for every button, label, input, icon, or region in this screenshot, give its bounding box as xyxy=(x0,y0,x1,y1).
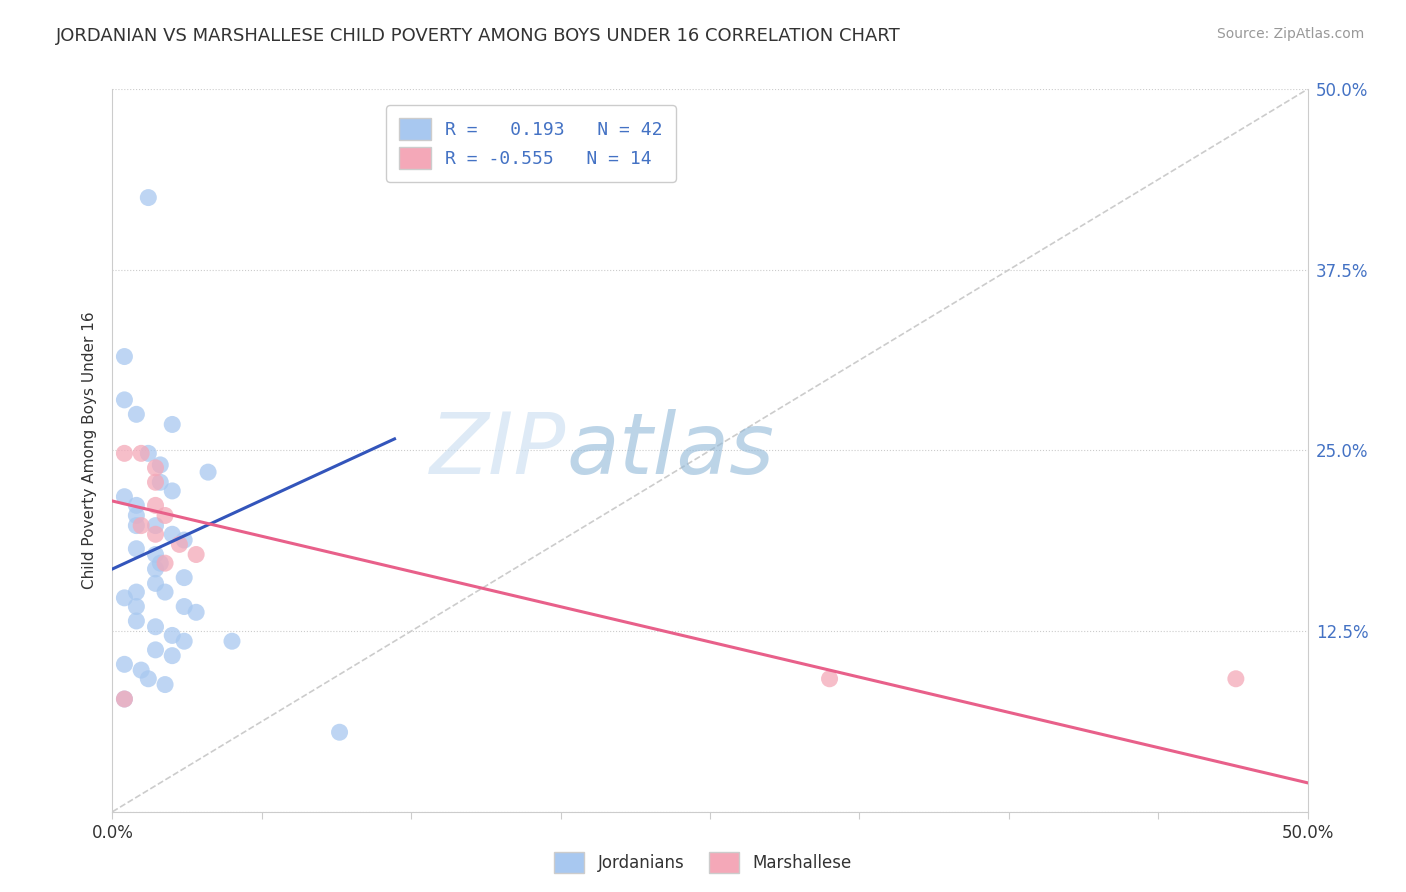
Point xyxy=(145,499,167,513)
Point xyxy=(138,672,160,686)
Point xyxy=(149,556,172,570)
Text: ZIP: ZIP xyxy=(430,409,567,492)
Point xyxy=(114,692,135,706)
Point xyxy=(173,634,195,648)
Point xyxy=(169,537,191,551)
Point xyxy=(153,677,176,691)
Point xyxy=(186,548,208,562)
Point xyxy=(145,576,167,591)
Point xyxy=(173,533,195,547)
Point xyxy=(153,556,176,570)
Point xyxy=(145,562,167,576)
Point xyxy=(114,350,135,364)
Point xyxy=(145,460,167,475)
Point xyxy=(114,692,135,706)
Point xyxy=(138,446,160,460)
Point xyxy=(145,475,167,490)
Point xyxy=(173,599,195,614)
Text: atlas: atlas xyxy=(567,409,775,492)
Point xyxy=(145,527,167,541)
Text: Source: ZipAtlas.com: Source: ZipAtlas.com xyxy=(1216,27,1364,41)
Point xyxy=(125,518,148,533)
Point xyxy=(1225,672,1247,686)
Point xyxy=(114,591,135,605)
Point xyxy=(162,527,183,541)
Point xyxy=(329,725,352,739)
Point xyxy=(114,392,135,407)
Point xyxy=(145,620,167,634)
Point xyxy=(818,672,841,686)
Point xyxy=(173,571,195,585)
Point xyxy=(153,508,176,523)
Point xyxy=(129,446,152,460)
Point xyxy=(162,628,183,642)
Point xyxy=(129,518,152,533)
Point xyxy=(145,643,167,657)
Point xyxy=(125,407,148,421)
Point xyxy=(162,417,183,432)
Text: JORDANIAN VS MARSHALLESE CHILD POVERTY AMONG BOYS UNDER 16 CORRELATION CHART: JORDANIAN VS MARSHALLESE CHILD POVERTY A… xyxy=(56,27,901,45)
Point xyxy=(149,458,172,472)
Point xyxy=(162,648,183,663)
Point xyxy=(153,585,176,599)
Point xyxy=(221,634,243,648)
Legend: Jordanians, Marshallese: Jordanians, Marshallese xyxy=(547,846,859,880)
Point xyxy=(186,605,208,619)
Point xyxy=(145,548,167,562)
Point xyxy=(114,446,135,460)
Point xyxy=(114,657,135,672)
Point xyxy=(114,490,135,504)
Point xyxy=(125,585,148,599)
Point xyxy=(125,541,148,556)
Point xyxy=(162,483,183,498)
Point xyxy=(138,191,160,205)
Legend: R =   0.193   N = 42, R = -0.555   N = 14: R = 0.193 N = 42, R = -0.555 N = 14 xyxy=(385,105,676,182)
Point xyxy=(125,599,148,614)
Point xyxy=(149,475,172,490)
Point xyxy=(125,614,148,628)
Y-axis label: Child Poverty Among Boys Under 16: Child Poverty Among Boys Under 16 xyxy=(82,311,97,590)
Point xyxy=(129,663,152,677)
Point xyxy=(145,518,167,533)
Point xyxy=(125,499,148,513)
Point xyxy=(197,465,219,479)
Point xyxy=(125,508,148,523)
